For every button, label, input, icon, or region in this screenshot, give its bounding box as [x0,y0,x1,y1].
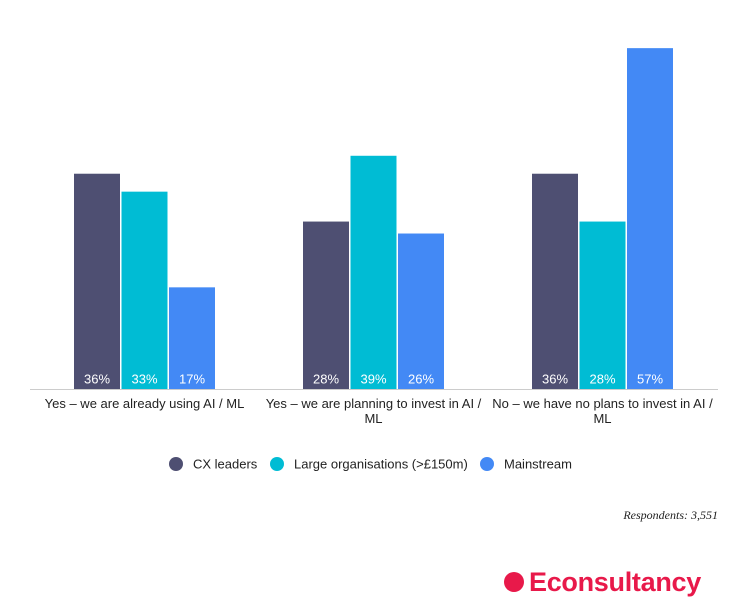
x-tick-label: Yes – we are planning to invest in AI / … [265,396,482,426]
legend-label: CX leaders [193,456,258,471]
value-label: 36% [84,371,110,386]
value-label: 17% [179,371,205,386]
bar [627,48,673,389]
value-label: 33% [131,371,157,386]
bar [169,287,215,389]
bar [303,221,349,389]
bar [532,173,578,389]
logo-text: Econsultancy [529,566,701,597]
bar [579,221,626,389]
value-label: 26% [408,371,434,386]
legend-label: Large organisations (>£150m) [294,456,468,471]
respondents-note: Respondents: 3,551 [623,508,718,522]
legend-marker [270,457,284,471]
legend-marker [480,457,494,471]
x-tick-label: No – we have no plans to invest in AI / … [492,396,713,426]
bar [121,191,168,389]
logo-dot [504,572,524,592]
value-label: 28% [313,371,339,386]
value-label: 57% [637,371,663,386]
bar [74,173,120,389]
value-label: 28% [589,371,615,386]
brand-logo: Econsultancy [504,562,701,602]
x-tick-label: Yes – we are already using AI / ML [44,396,245,411]
legend-label: Mainstream [504,456,572,471]
bar [350,155,397,389]
value-label: 36% [542,371,568,386]
bar [398,233,444,389]
value-label: 39% [360,371,386,386]
legend-marker [169,457,183,471]
